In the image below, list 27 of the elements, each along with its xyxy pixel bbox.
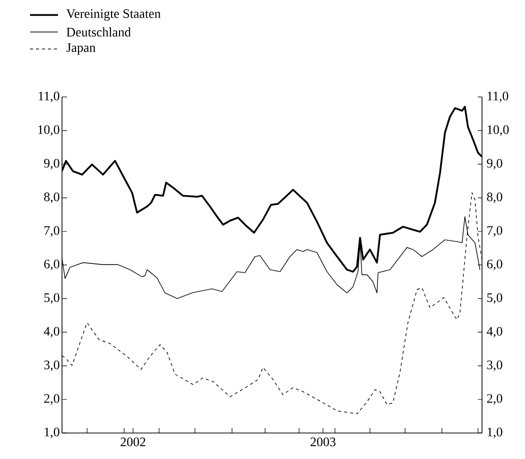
y-tick-label: 9,0 — [44, 158, 60, 170]
y2-tick-label: 3,0 — [487, 360, 502, 372]
legend-label: Japan — [66, 43, 96, 55]
y-tick-label: 1,0 — [44, 428, 60, 438]
y2-tick-label: 5,0 — [487, 293, 502, 304]
y2-tick-label: 10,0 — [488, 125, 509, 136]
legend-label: Deutschland — [66, 27, 131, 37]
x-tick-label: 2002 — [120, 438, 146, 446]
y2-tick-label: 4,0 — [486, 326, 502, 338]
y-tick-label: 3,0 — [44, 360, 60, 372]
y-tick-label: 2,0 — [44, 394, 60, 405]
y-tick-label: 6,0 — [44, 260, 60, 270]
x-tick-label: 2003 — [310, 438, 336, 446]
y-tick-label: 10,0 — [38, 125, 60, 136]
y2-tick-label: 1,0 — [488, 428, 502, 438]
y-tick-label: 4,0 — [44, 326, 60, 338]
y-tick-label: 11,0 — [38, 92, 60, 102]
legend-label: Vereinigte Staaten — [66, 9, 161, 21]
y2-tick-label: 9,0 — [486, 158, 502, 170]
y-tick-label: 5,0 — [44, 293, 60, 304]
y2-tick-label: 7,0 — [487, 226, 502, 237]
y2-tick-label: 8,0 — [487, 192, 502, 204]
y2-tick-label: 6,0 — [487, 260, 502, 270]
y2-tick-label: 2,0 — [487, 394, 502, 405]
y2-tick-label: 11,0 — [488, 92, 508, 102]
y-tick-label: 8,0 — [44, 192, 60, 204]
y-tick-label: 7,0 — [44, 226, 60, 237]
